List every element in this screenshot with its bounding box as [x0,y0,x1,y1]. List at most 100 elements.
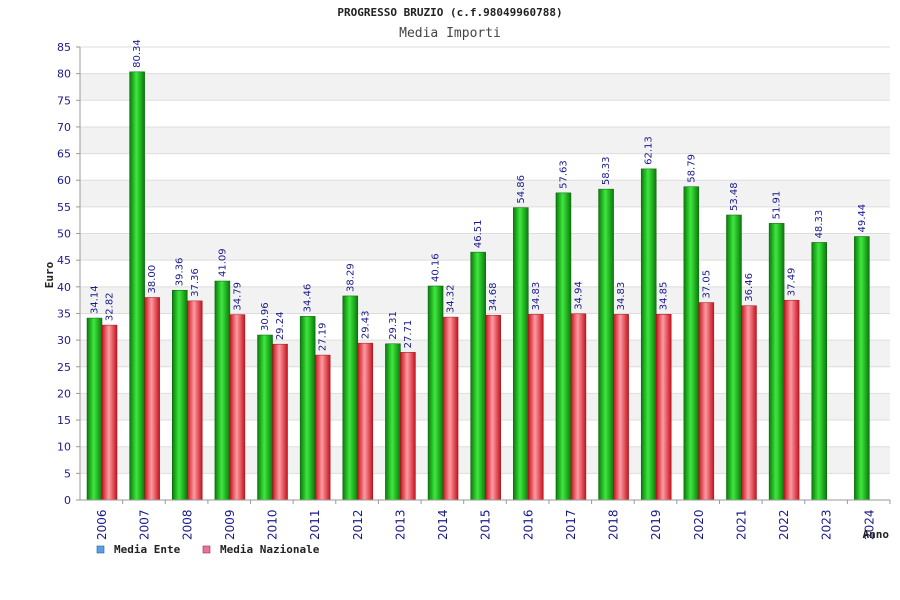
bar-media-ente [598,188,614,501]
y-tick-label: 10 [57,441,71,454]
bar-media-ente [768,223,785,501]
value-label-media-nazionale: 29.43 [360,311,371,340]
x-tick-label: 2021 [734,509,748,540]
value-label-media-nazionale: 29.24 [275,312,286,341]
x-tick-label: 2009 [223,509,237,540]
value-label-media-nazionale: 38.00 [147,265,158,294]
bar-media-nazionale [229,314,246,501]
value-label-media-ente: 39.36 [175,258,186,287]
x-tick-label: 2022 [777,509,791,540]
x-tick-label: 2014 [436,509,450,540]
legend: Media Ente Media Nazionale [96,543,320,556]
y-tick-label: 20 [57,387,71,400]
value-label-media-nazionale: 34.32 [446,284,457,313]
value-label-media-ente: 58.33 [601,156,612,185]
x-tick-label: 2006 [95,509,109,540]
bar-media-nazionale [272,343,288,501]
bar-media-ente [513,207,529,501]
bar-media-nazionale [400,352,416,501]
bar-media-nazionale [357,342,374,501]
value-label-media-ente: 51.91 [772,191,783,220]
value-label-media-ente: 58.79 [686,154,697,183]
bar-media-ente [555,192,572,501]
x-tick-label: 2007 [138,509,152,540]
bar-media-nazionale [570,313,587,501]
y-tick-label: 45 [57,254,71,267]
bar-media-ente [385,343,401,501]
value-label-media-nazionale: 34.85 [659,282,670,311]
y-axis-ticks: 0 5 10 15 20 25 30 35 40 45 50 55 60 65 70 75 80 85 [57,41,80,507]
x-tick-label: 2018 [607,509,621,540]
bar-media-nazionale [442,316,459,501]
bar-media-nazionale [741,305,757,501]
value-label-media-nazionale: 36.46 [744,273,755,302]
y-tick-label: 55 [57,201,71,214]
value-label-media-ente: 54.86 [516,175,527,204]
value-label-media-ente: 30.96 [260,302,271,331]
x-tick-label: 2024 [862,509,876,540]
value-label-media-ente: 48.33 [814,210,825,239]
x-tick-label: 2015 [479,509,493,540]
y-tick-label: 15 [57,414,71,427]
y-tick-label: 5 [64,467,71,480]
bar-media-nazionale [485,314,501,501]
value-label-media-ente: 41.09 [217,248,228,277]
plot-band [80,126,890,154]
x-axis-label: Anno [863,528,890,541]
y-axis-label: Euro [43,261,56,288]
y-tick-label: 65 [57,148,71,161]
value-label-media-ente: 49.44 [857,204,868,233]
x-tick-label: 2011 [308,509,322,540]
value-label-media-nazionale: 34.94 [573,281,584,310]
legend-label-ente: Media Ente [114,543,181,556]
y-tick-label: 30 [57,334,71,347]
bar-media-ente [172,289,188,501]
bar-media-ente [811,242,827,501]
value-label-media-nazionale: 37.05 [701,270,712,299]
bar-media-nazionale [187,300,203,501]
bar-media-ente [470,251,486,501]
legend-swatch-nazionale [202,545,211,554]
y-tick-label: 75 [57,94,71,107]
value-label-media-nazionale: 27.71 [403,320,414,349]
value-label-media-nazionale: 34.68 [488,283,499,312]
value-label-media-ente: 62.13 [644,136,655,165]
y-tick-label: 50 [57,228,71,241]
x-tick-label: 2013 [393,509,407,540]
x-tick-label: 2019 [649,509,663,540]
value-label-media-nazionale: 34.83 [531,282,542,311]
bar-media-nazionale [783,299,800,501]
y-tick-label: 35 [57,307,71,320]
y-tick-label: 25 [57,361,71,374]
value-label-media-nazionale: 32.82 [105,292,116,321]
y-tick-label: 70 [57,121,71,134]
bar-media-ente [299,316,316,501]
value-label-media-nazionale: 37.49 [787,268,798,297]
y-tick-label: 85 [57,41,71,54]
bar-media-ente [427,285,444,501]
bar-media-ente [214,280,231,501]
legend-label-nazionale: Media Nazionale [220,543,320,556]
bar-media-nazionale [655,314,672,501]
chart-title: PROGRESSO BRUZIO (c.f.98049960788) [337,6,562,19]
x-tick-label: 2020 [692,509,706,540]
bar-media-nazionale [698,302,715,501]
value-label-media-ente: 53.48 [729,182,740,211]
bar-media-nazionale [101,324,118,501]
value-label-media-ente: 40.16 [431,253,442,282]
value-labels: 34.14 32.82 80.34 38.00 39.36 37.36 41.09 34.79… [90,39,868,351]
bar-media-ente [640,168,657,501]
x-tick-label: 2008 [180,509,194,540]
bar-media-nazionale [613,314,629,501]
value-label-media-nazionale: 34.83 [616,282,627,311]
bar-media-nazionale [144,297,160,501]
value-label-media-ente: 38.29 [345,263,356,292]
plot-band [80,73,890,101]
y-tick-label: 0 [64,494,71,507]
value-label-media-nazionale: 27.19 [318,322,329,351]
x-tick-label: 2017 [564,509,578,540]
value-label-media-nazionale: 34.79 [232,282,243,311]
bar-media-ente [129,71,145,501]
value-label-media-ente: 34.46 [303,284,314,313]
